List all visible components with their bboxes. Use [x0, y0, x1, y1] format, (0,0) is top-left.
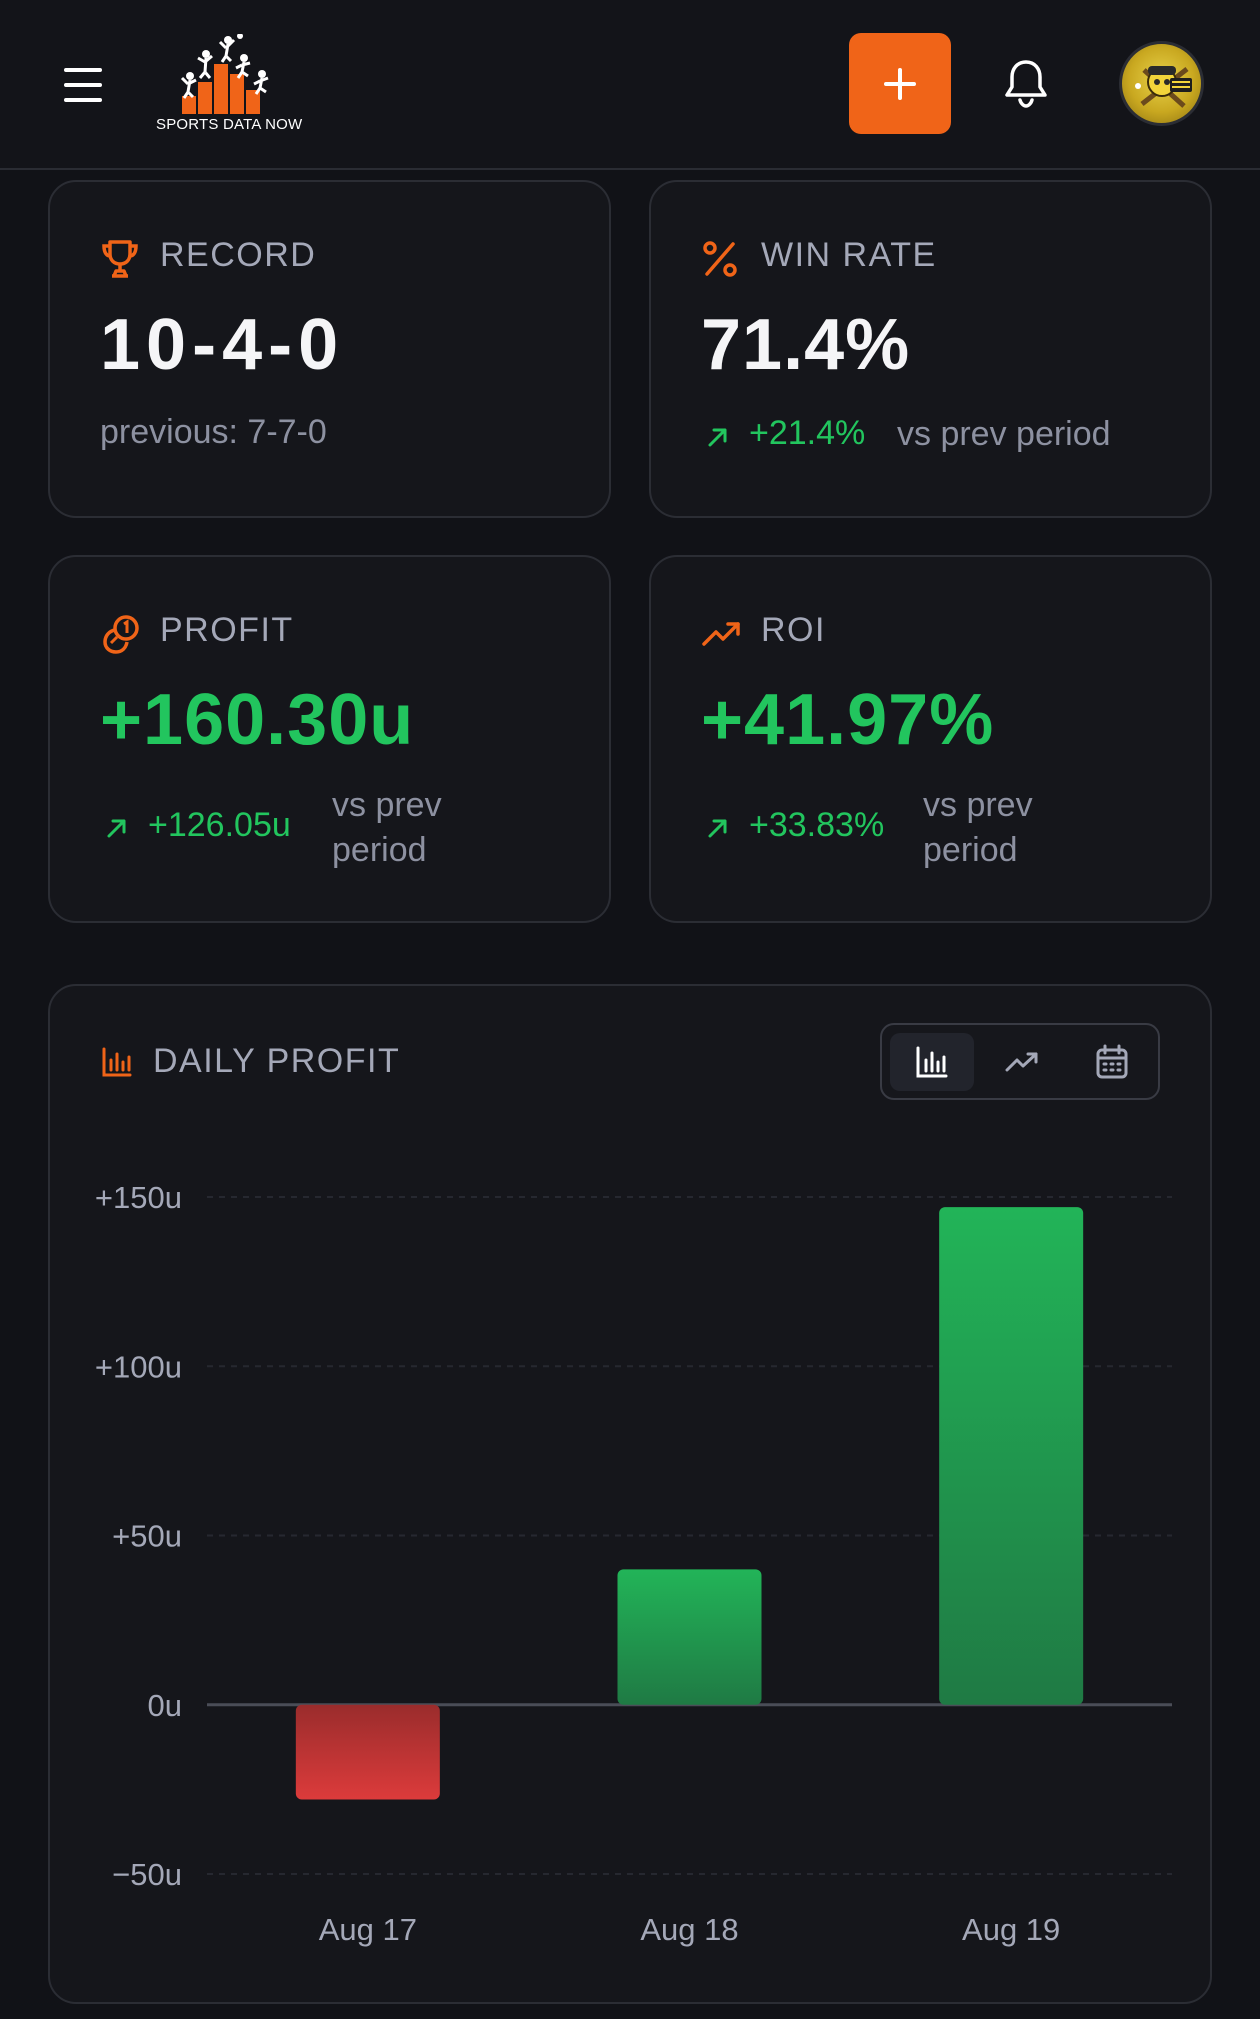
win-rate-delta: +21.4%	[749, 414, 866, 452]
line-chart-icon	[1005, 1052, 1038, 1072]
bar-chart-icon	[102, 1047, 132, 1077]
bell-icon	[1005, 60, 1047, 108]
arrow-up-right-icon	[708, 819, 727, 838]
win-rate-value: 71.4%	[701, 305, 911, 385]
arrow-up-right-icon	[107, 819, 126, 838]
roi-delta-suffix-2: period	[923, 831, 1018, 869]
roi-value: +41.97%	[701, 680, 995, 760]
profit-value: +160.30u	[100, 680, 415, 760]
profit-label: PROFIT	[160, 611, 294, 649]
logo-text: SPORTS DATA NOW	[156, 116, 303, 133]
win-rate-delta-suffix: vs prev period	[897, 415, 1111, 453]
record-value: 10-4-0	[100, 305, 345, 385]
bar-view-button[interactable]	[890, 1033, 974, 1091]
roi-card[interactable]: ROI +41.97% +33.83% vs prev period	[649, 555, 1212, 923]
plus-icon	[884, 67, 916, 100]
roi-delta-suffix-1: vs prev	[923, 786, 1033, 824]
daily-profit-title: DAILY PROFIT	[153, 1042, 401, 1080]
win-rate-card[interactable]: WIN RATE 71.4% +21.4% vs prev period	[649, 180, 1212, 518]
notifications-button[interactable]	[1001, 57, 1051, 109]
coins-icon	[103, 615, 139, 654]
bar-chart-icon	[916, 1046, 948, 1078]
calendar-icon	[1096, 1044, 1128, 1079]
logo-graphic-icon	[180, 33, 269, 114]
win-rate-label: WIN RATE	[761, 236, 937, 274]
chart-view-toggle	[880, 1023, 1160, 1100]
line-view-button[interactable]	[980, 1033, 1064, 1091]
arrow-up-right-icon	[708, 428, 727, 447]
daily-profit-card	[48, 984, 1212, 2004]
record-card[interactable]: RECORD 10-4-0 previous: 7-7-0	[48, 180, 611, 518]
hamburger-menu-icon[interactable]	[64, 68, 102, 102]
roi-label: ROI	[761, 611, 826, 649]
record-previous: previous: 7-7-0	[100, 413, 327, 451]
trophy-icon	[102, 240, 138, 278]
calendar-view-button[interactable]	[1070, 1033, 1154, 1091]
roi-delta: +33.83%	[749, 806, 885, 844]
avatar-image-icon	[1135, 66, 1192, 108]
app-header: SPORTS DATA NOW	[0, 0, 1260, 170]
record-label: RECORD	[160, 236, 317, 274]
percent-icon	[703, 241, 737, 277]
profit-delta-suffix-2: period	[332, 831, 427, 869]
profit-delta: +126.05u	[148, 806, 291, 844]
app-logo[interactable]: SPORTS DATA NOW	[150, 33, 310, 138]
profit-delta-suffix-1: vs prev	[332, 786, 442, 824]
add-button[interactable]	[849, 33, 951, 134]
user-avatar[interactable]	[1119, 41, 1204, 126]
trending-up-icon	[702, 622, 740, 646]
profit-card[interactable]: PROFIT +160.30u +126.05u vs prev period	[48, 555, 611, 923]
